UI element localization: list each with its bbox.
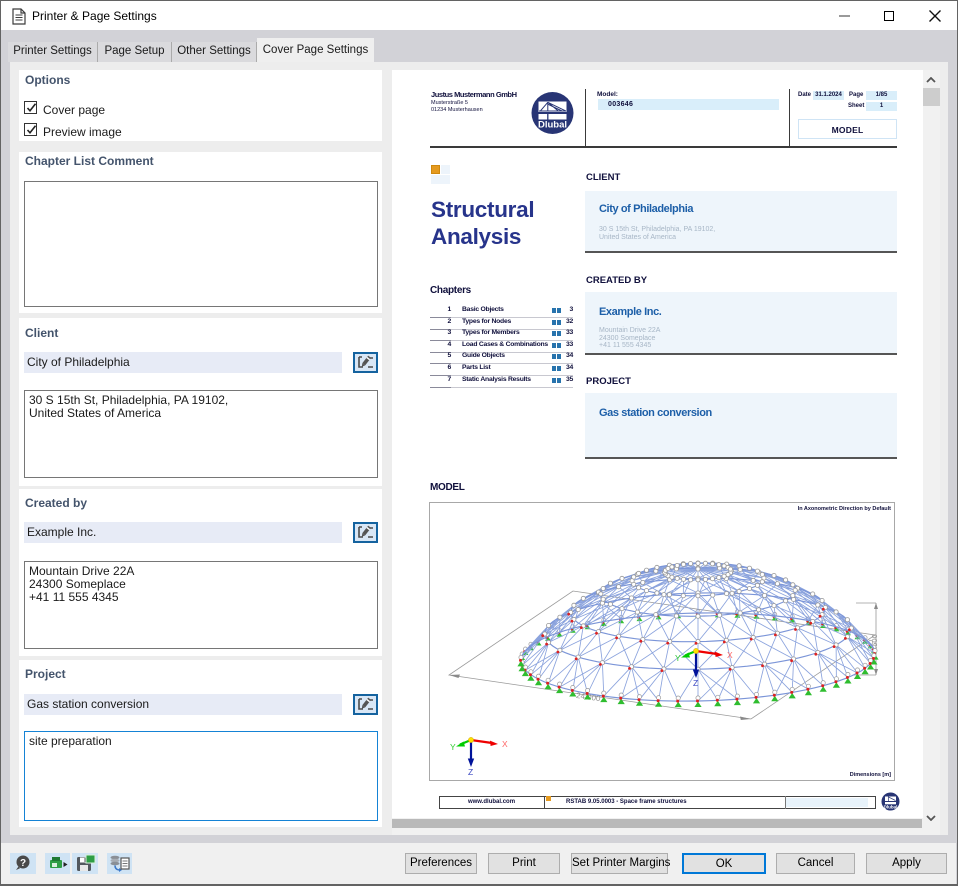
svg-text:5.500: 5.500 xyxy=(870,634,879,653)
svg-text:Y: Y xyxy=(675,653,681,663)
svg-text:X: X xyxy=(727,650,733,660)
svg-text:?: ? xyxy=(20,858,26,869)
svg-text:Y: Y xyxy=(450,742,456,752)
svg-text:Z: Z xyxy=(468,767,473,777)
svg-text:Z: Z xyxy=(693,678,698,688)
svg-text:X: X xyxy=(502,739,508,749)
svg-text:Dlubal: Dlubal xyxy=(884,805,898,810)
svg-text:Dlubal: Dlubal xyxy=(538,120,567,131)
